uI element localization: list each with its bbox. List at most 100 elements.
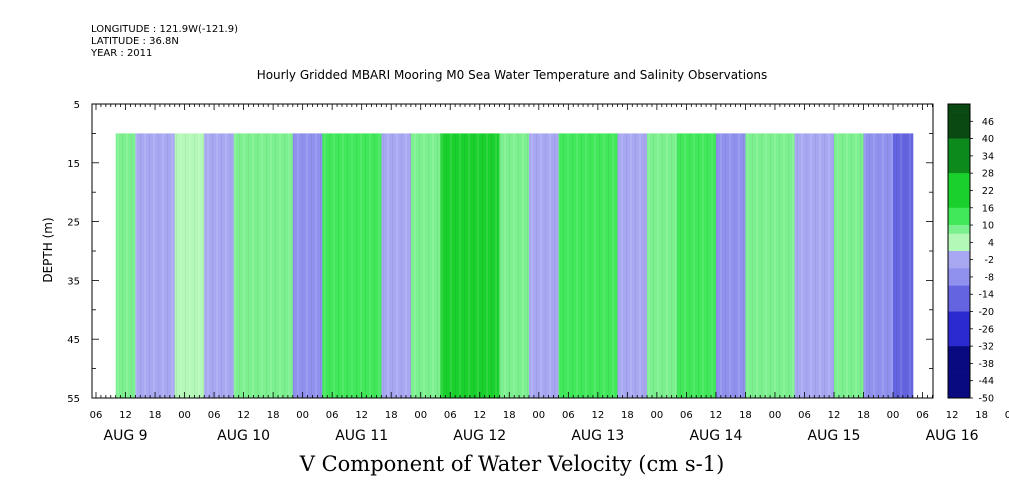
x-tick-label: 18 [857, 410, 870, 421]
colorbar-segment [948, 225, 970, 235]
colorbar-segment [948, 173, 970, 183]
x-day-label: AUG 13 [571, 428, 624, 444]
colorbar-label: 22 [982, 186, 994, 197]
colorbar-segment [948, 302, 970, 312]
colorbar-frame [947, 103, 971, 399]
x-tick-label: 06 [326, 410, 339, 421]
x-tick-label: 12 [946, 410, 959, 421]
y-tick-label: 15 [67, 159, 80, 170]
colorbar-segment [948, 337, 970, 347]
x-tick-label: 00 [532, 410, 545, 421]
colorbar-label: -8 [985, 272, 994, 283]
x-day-label: AUG 10 [217, 428, 270, 444]
colorbar-segment [948, 181, 970, 191]
x-tick-label: 18 [975, 410, 988, 421]
colorbar-label: -50 [978, 394, 994, 405]
heatmap-texture [115, 133, 913, 398]
colorbar-label: -26 [978, 324, 994, 335]
x-tick-label: 00 [769, 410, 782, 421]
x-tick-label: 18 [503, 410, 516, 421]
x-tick-label: 00 [296, 410, 309, 421]
colorbar-segment [948, 389, 970, 399]
x-day-label: AUG 14 [689, 428, 742, 444]
colorbar-segment [948, 251, 970, 260]
x-tick-label: 00 [178, 410, 191, 421]
colorbar-segment [948, 346, 970, 356]
colorbar-label: -32 [978, 342, 994, 353]
x-tick-label: 18 [149, 410, 162, 421]
colorbar-label: 46 [982, 117, 994, 128]
x-tick-label: 12 [828, 410, 841, 421]
x-day-label: AUG 15 [808, 428, 861, 444]
x-day-label: AUG 16 [926, 428, 979, 444]
x-tick-label: 06 [208, 410, 221, 421]
x-tick-label: 12 [591, 410, 604, 421]
x-tick-label: 12 [355, 410, 368, 421]
x-tick-label: 12 [710, 410, 723, 421]
variable-title: V Component of Water Velocity (cm s-1) [299, 452, 725, 476]
x-tick-label: 18 [739, 410, 752, 421]
colorbar-label: 4 [988, 238, 994, 249]
colorbar-segment [948, 233, 970, 243]
colorbar-segment [948, 320, 970, 330]
colorbar: 46 40 34 28 22 16 10 4 -2 -8 -14 -20 -26 -32 -38 -44 -50 [947, 103, 994, 405]
y-tick-label: 55 [67, 394, 80, 405]
colorbar-label: -38 [978, 359, 994, 370]
x-tick-label: 06 [90, 410, 103, 421]
chart-title: Hourly Gridded MBARI Mooring M0 Sea Wate… [256, 68, 768, 82]
colorbar-segment [948, 104, 970, 113]
colorbar-segment [948, 380, 970, 390]
colorbar-label: -14 [978, 290, 994, 301]
x-tick-label: 12 [473, 410, 486, 421]
colorbar-label: -2 [985, 255, 994, 266]
colorbar-label: 34 [982, 151, 994, 162]
colorbar-label: -20 [978, 307, 994, 318]
colorbar-segment [948, 138, 970, 148]
colorbar-segment [948, 354, 970, 364]
y-tick-label: 35 [67, 276, 80, 287]
colorbar-segment [948, 276, 970, 286]
heatmap-plot-area [115, 133, 914, 398]
colorbar-segment [948, 147, 970, 157]
x-tick-label: 06 [916, 410, 929, 421]
colorbar-label: 40 [982, 134, 994, 145]
x-day-label: AUG 12 [453, 428, 506, 444]
colorbar-segment [948, 199, 970, 209]
colorbar-segment [948, 112, 970, 122]
latitude-label: LATITUDE : 36.8N [91, 36, 179, 47]
colorbar-segment [948, 242, 970, 252]
x-tick-label: 18 [621, 410, 634, 421]
colorbar-segment [948, 216, 970, 226]
axes: 06 12 18 00 06 12 18 00 06 12 18 00 06 12 18 00 06 12 18 00… [67, 100, 1009, 444]
x-tick-label: 06 [680, 410, 693, 421]
longitude-label: LONGITUDE : 121.9W(-121.9) [91, 24, 238, 35]
x-tick-label: 06 [444, 410, 457, 421]
colorbar-segment [948, 363, 970, 373]
x-tick-label: 12 [237, 410, 250, 421]
colorbar-segment [948, 155, 970, 165]
x-tick-label: 18 [385, 410, 398, 421]
colorbar-label: 10 [982, 221, 994, 232]
colorbar-label: 28 [982, 169, 994, 180]
colorbar-segment [948, 285, 970, 295]
colorbar-segment [948, 311, 970, 321]
x-tick-label: 12 [119, 410, 132, 421]
colorbar-segment [948, 259, 970, 269]
colorbar-label: -44 [978, 376, 994, 387]
x-day-label: AUG 9 [104, 428, 148, 444]
y-tick-label: 25 [67, 218, 80, 229]
x-tick-label: 06 [798, 410, 811, 421]
colorbar-segment [948, 121, 970, 131]
x-tick-label: 00 [651, 410, 664, 421]
colorbar-segment [948, 372, 970, 382]
y-tick-label: 5 [74, 100, 80, 111]
x-tick-label: 18 [267, 410, 280, 421]
x-tick-label: 06 [562, 410, 575, 421]
colorbar-segment [948, 328, 970, 338]
colorbar-label: 16 [982, 203, 994, 214]
colorbar-segment [948, 294, 970, 304]
y-tick-label: 45 [67, 335, 80, 346]
colorbar-segment [948, 190, 970, 200]
colorbar-segment [948, 268, 970, 278]
